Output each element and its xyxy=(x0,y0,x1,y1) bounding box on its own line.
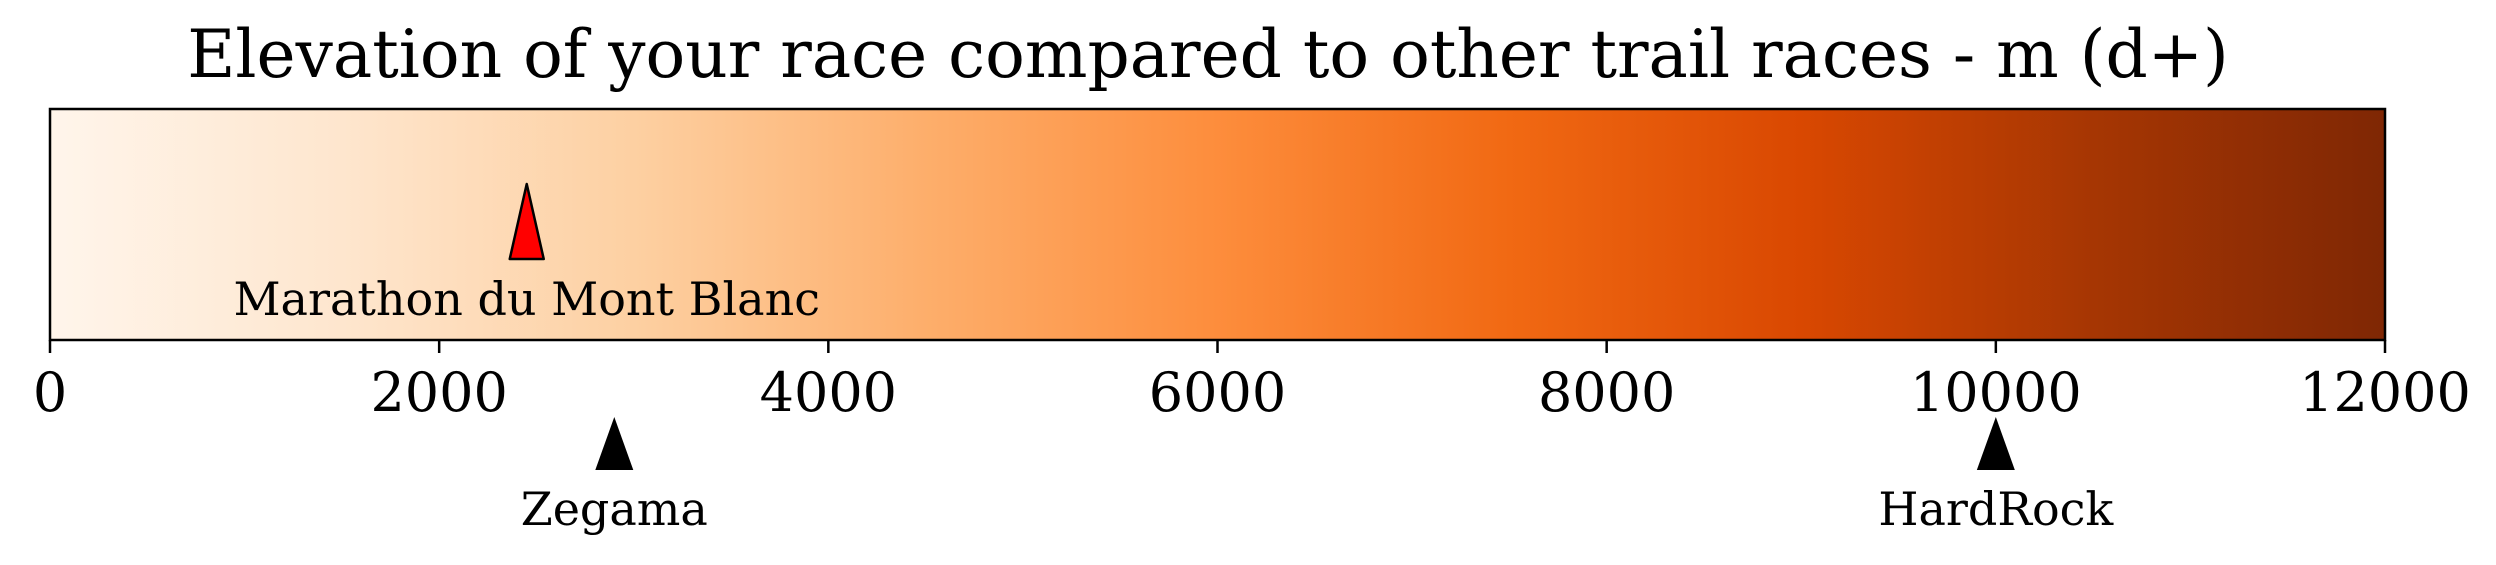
your-race-label: Marathon du Mont Blanc xyxy=(233,272,820,326)
chart-title: Elevation of your race compared to other… xyxy=(187,16,2229,93)
race-marker xyxy=(1976,417,2015,470)
colorbar xyxy=(48,107,2387,342)
race-label: Zegama xyxy=(521,482,708,536)
x-axis-ticks: 0 2000 4000 6000 8000 10000 12000 xyxy=(33,340,2471,424)
x-tick-label: 8000 xyxy=(1538,361,1675,424)
x-tick-label: 6000 xyxy=(1149,361,1286,424)
x-tick-label: 0 xyxy=(33,361,67,424)
your-race-marker xyxy=(508,182,545,261)
x-tick-label: 10000 xyxy=(1910,361,2082,424)
x-tick-label: 2000 xyxy=(370,361,507,424)
x-tick-label: 12000 xyxy=(2299,361,2471,424)
x-tick-label: 4000 xyxy=(760,361,897,424)
race-marker xyxy=(595,417,634,470)
race-label: HardRock xyxy=(1878,482,2114,536)
race-markers: Marathon du Mont Blanc Zegama HardRock xyxy=(233,182,2114,536)
